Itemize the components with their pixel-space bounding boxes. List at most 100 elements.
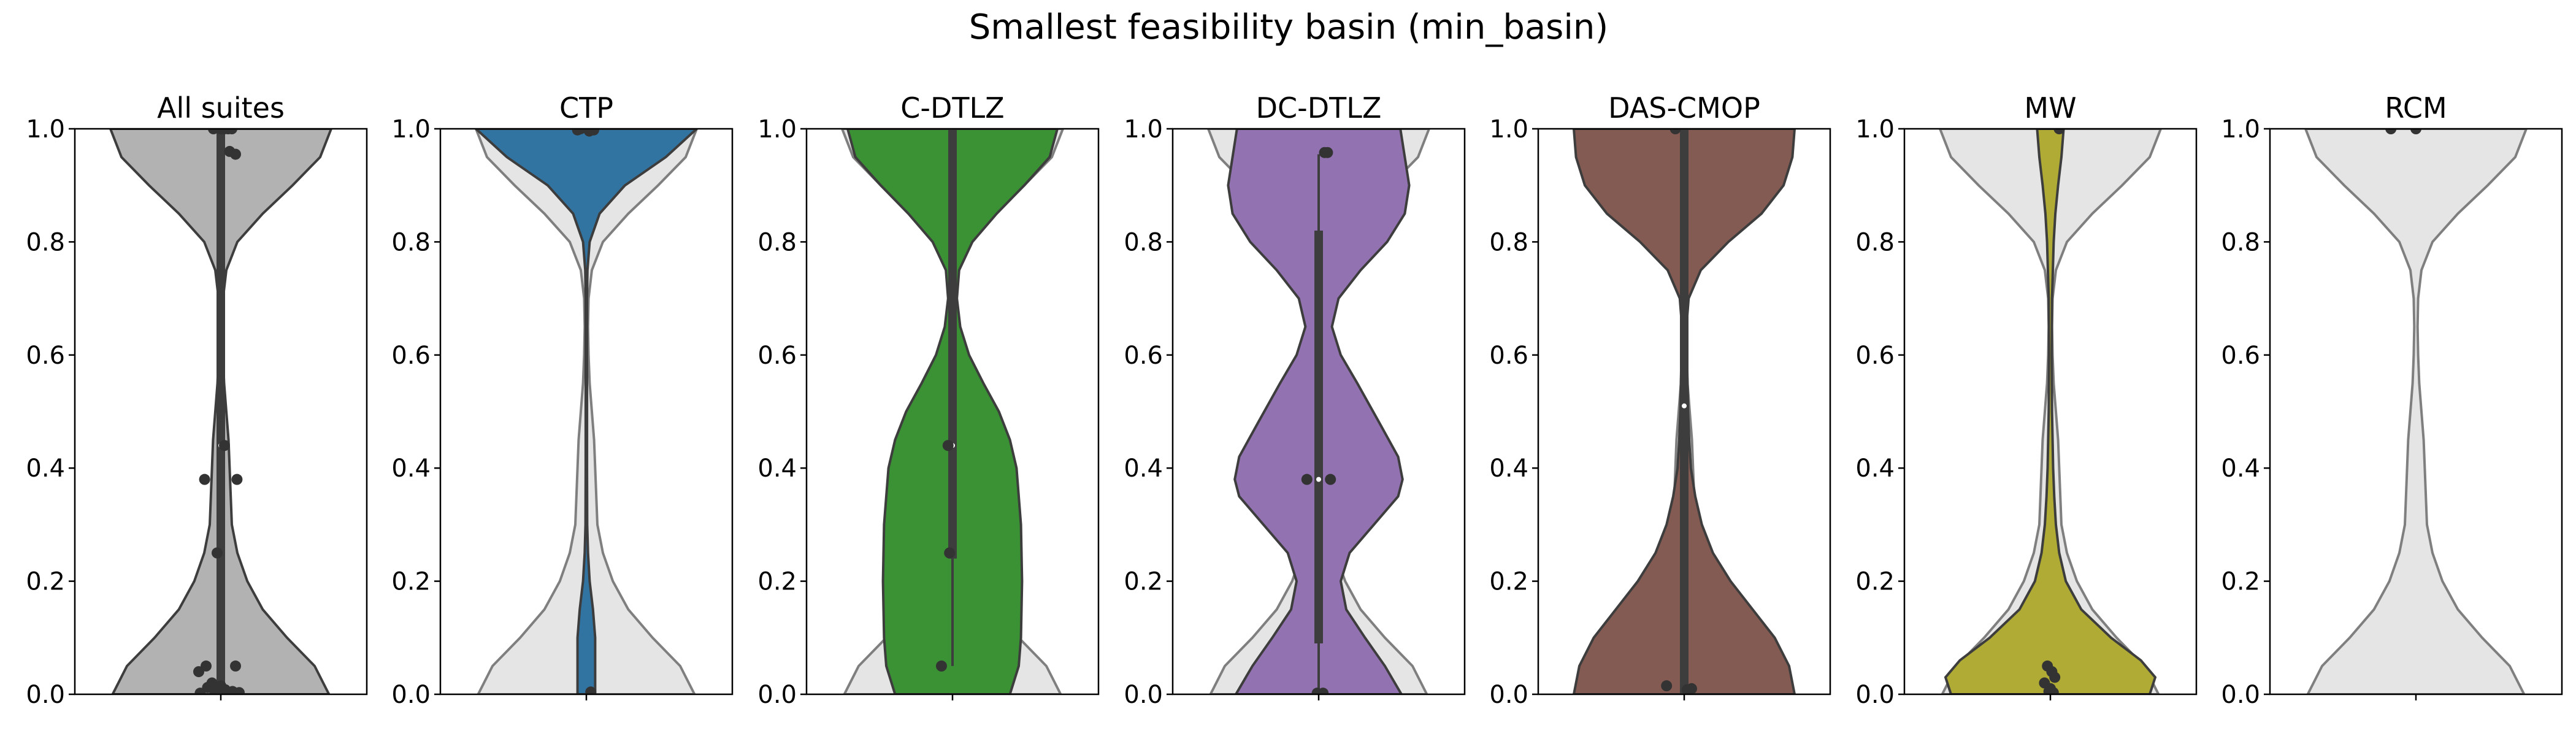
plot-area: [1206, 129, 1431, 694]
data-point: [2053, 129, 2065, 134]
box-iqr: [217, 129, 225, 689]
y-tick-label: 0.6: [2221, 342, 2260, 370]
y-tick-label: 1.0: [1124, 115, 1163, 144]
y-tick-label: 1.0: [391, 115, 431, 144]
y-tick-label: 0.8: [1855, 228, 1895, 256]
data-point: [199, 473, 210, 485]
y-tick-label: 0.4: [2221, 454, 2260, 483]
panel-all-suites: 0.0 0.2 0.4 0.6 0.8 1.0 All suites: [26, 91, 368, 709]
data-point: [1317, 688, 1329, 694]
plot-area: [2304, 129, 2528, 694]
y-tick-label: 0.2: [1489, 568, 1528, 596]
data-point: [575, 129, 586, 134]
y-tick-label: 0.6: [1489, 342, 1528, 370]
data-point: [194, 688, 206, 694]
y-tick-label: 0.0: [1855, 681, 1895, 709]
y-tick-label: 0.4: [1855, 454, 1895, 483]
data-point: [230, 660, 241, 672]
y-tick-label: 0.4: [1124, 454, 1163, 483]
y-tick-label: 0.8: [1489, 228, 1528, 256]
violin-body: [474, 129, 699, 694]
data-point: [2410, 129, 2421, 134]
y-tick-label: 0.2: [2221, 568, 2260, 596]
plot-area: [840, 129, 1065, 694]
plot-area: [109, 129, 333, 694]
y-tick-label: 1.0: [757, 115, 797, 144]
data-point: [2047, 687, 2059, 694]
data-point: [230, 148, 241, 160]
y-tick-label: 0.0: [1124, 681, 1163, 709]
y-tick-label: 0.4: [391, 454, 431, 483]
plot-area: [474, 129, 699, 694]
panel-title: RCM: [2385, 91, 2447, 125]
panel-c-dtlz: 0.0 0.2 0.4 0.6 0.8 1.0 C-DTLZ: [757, 91, 1100, 709]
y-tick-label: 0.8: [757, 228, 797, 256]
violin-body: [1944, 129, 2157, 694]
y-tick-label: 0.0: [1489, 681, 1528, 709]
y-tick-label: 0.8: [2221, 228, 2260, 256]
data-point: [585, 686, 597, 694]
y-tick-label: 0.2: [1124, 568, 1163, 596]
box-iqr: [1314, 230, 1323, 644]
data-point: [1301, 473, 1313, 485]
data-point: [208, 129, 219, 134]
box-iqr: [1680, 129, 1689, 694]
panel-title: DC-DTLZ: [1256, 91, 1382, 125]
y-tick-label: 1.0: [1489, 115, 1528, 144]
y-tick-label: 0.2: [757, 568, 797, 596]
y-tick-label: 0.0: [26, 681, 65, 709]
plot-area: [1572, 129, 1796, 694]
y-tick-label: 0.2: [26, 568, 65, 596]
box-median: [1682, 403, 1687, 408]
data-point: [944, 547, 956, 559]
data-point: [193, 666, 204, 678]
data-point: [226, 129, 237, 134]
data-point: [212, 547, 223, 559]
panel-title: MW: [2024, 91, 2076, 125]
y-tick-label: 1.0: [26, 115, 65, 144]
background-violin: [2304, 129, 2528, 694]
data-point: [219, 440, 230, 451]
y-tick-label: 0.0: [757, 681, 797, 709]
y-tick-label: 1.0: [1855, 115, 1895, 144]
y-tick-label: 0.8: [1124, 228, 1163, 256]
data-point: [1322, 147, 1333, 158]
data-point: [583, 129, 595, 137]
panel-title: C-DTLZ: [900, 91, 1004, 125]
panel-title: All suites: [157, 91, 285, 125]
y-tick-label: 0.8: [26, 228, 65, 256]
y-tick-label: 0.6: [1855, 342, 1895, 370]
y-tick-label: 0.6: [391, 342, 431, 370]
data-point: [942, 440, 954, 451]
y-tick-label: 0.2: [1855, 568, 1895, 596]
box-iqr: [948, 129, 957, 559]
panel-rcm: 0.0 0.2 0.4 0.6 0.8 1.0 RCM: [2221, 91, 2563, 709]
panel-title: CTP: [559, 91, 613, 125]
y-tick-label: 1.0: [2221, 115, 2260, 144]
y-tick-label: 0.6: [757, 342, 797, 370]
figure-title: Smallest feasibility basin (min_basin): [969, 7, 1609, 47]
panels: 0.0 0.2 0.4 0.6 0.8 1.0 All suites 0.0 0.2 0.4 0.6…: [26, 91, 2563, 709]
data-point: [2385, 129, 2397, 134]
data-point: [1686, 683, 1697, 694]
y-tick-label: 0.6: [26, 342, 65, 370]
data-point: [1669, 129, 1681, 134]
y-tick-label: 0.6: [1124, 342, 1163, 370]
y-tick-label: 0.4: [757, 454, 797, 483]
y-tick-label: 0.0: [391, 681, 431, 709]
data-point: [1325, 473, 1336, 485]
data-point: [1661, 680, 1673, 692]
y-tick-label: 0.4: [1489, 454, 1528, 483]
panel-dc-dtlz: 0.0 0.2 0.4 0.6 0.8 1.0 DC-DTLZ: [1124, 91, 1466, 709]
data-point: [209, 686, 221, 694]
box-median: [1316, 477, 1321, 482]
data-point: [936, 660, 947, 672]
plot-area: [1938, 129, 2163, 694]
panel-mw: 0.0 0.2 0.4 0.6 0.8 1.0 MW: [1855, 91, 2198, 709]
y-tick-label: 0.4: [26, 454, 65, 483]
y-tick-label: 0.8: [391, 228, 431, 256]
data-point: [231, 473, 243, 485]
panel-ctp: 0.0 0.2 0.4 0.6 0.8 1.0 CTP: [391, 91, 734, 709]
data-point: [2049, 672, 2061, 683]
